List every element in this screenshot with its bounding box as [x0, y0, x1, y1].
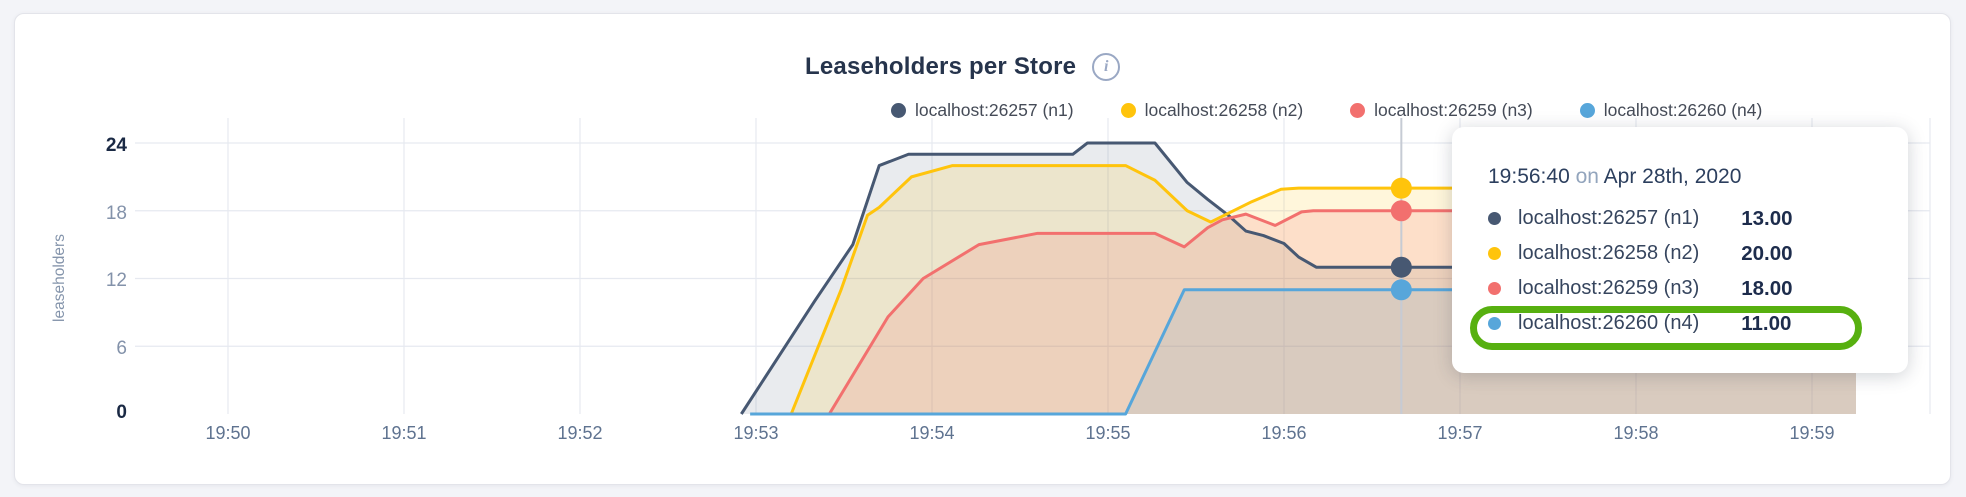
legend-dot-icon [1350, 103, 1366, 118]
tooltip-row-label: localhost:26258 (n2) [1518, 242, 1700, 264]
x-axis-tick-19-59: 19:59 [1789, 423, 1835, 443]
y-axis-tick-0: 0 [116, 402, 127, 423]
tooltip-row-value: 11.00 [1741, 311, 1792, 335]
y-axis-tick-18: 18 [105, 202, 127, 224]
x-axis-tick-19-52: 19:52 [557, 423, 603, 443]
tooltip-row-dot-icon [1488, 317, 1501, 330]
tooltip-conjunction: on [1575, 165, 1599, 188]
info-icon[interactable]: i [1092, 53, 1121, 81]
x-axis-tick-19-51: 19:51 [381, 423, 427, 443]
hover-point-n1 [1390, 256, 1412, 278]
tooltip-row-n4: localhost:26260 (n4) 11.00 [1488, 306, 1876, 341]
x-axis-tick-19-56: 19:56 [1261, 423, 1307, 443]
tooltip-row-label: localhost:26259 (n3) [1518, 277, 1700, 299]
legend-item-label: localhost:26260 (n4) [1603, 100, 1763, 120]
x-axis-tick-19-57: 19:57 [1437, 423, 1483, 443]
tooltip-row-value: 20.00 [1741, 241, 1793, 265]
y-axis-tick-6: 6 [116, 338, 127, 360]
x-axis-tick-19-58: 19:58 [1613, 423, 1659, 443]
series-line-n3 [828, 209, 1856, 415]
hover-point-n4 [1390, 279, 1412, 301]
series-line-n1 [740, 141, 1856, 415]
tooltip-date: Apr 28th, 2020 [1603, 165, 1742, 188]
legend-item-label: localhost:26257 (n1) [915, 100, 1074, 120]
legend-dot-icon [1579, 103, 1595, 118]
hover-tooltip: 19:56:40 on Apr 28th, 2020 localhost:262… [1452, 127, 1908, 373]
tooltip-row-n2: localhost:26258 (n2) 20.00 [1488, 236, 1876, 271]
tooltip-row-label: localhost:26257 (n1) [1518, 207, 1700, 229]
tooltip-row-value: 13.00 [1741, 206, 1793, 230]
x-axis-tick-19-55: 19:55 [1085, 423, 1131, 443]
y-axis-tick-12: 12 [105, 270, 127, 292]
legend-item-n3[interactable]: localhost:26259 (n3) [1350, 100, 1533, 121]
page-title: Leaseholders per Store [805, 53, 1077, 80]
legend-item-n4[interactable]: localhost:26260 (n4) [1579, 100, 1763, 121]
tooltip-row-dot-icon [1488, 212, 1501, 225]
y-axis-tick-24: 24 [105, 134, 127, 156]
tooltip-row-n3: localhost:26259 (n3) 18.00 [1488, 271, 1876, 306]
hover-point-n3 [1390, 200, 1412, 222]
hover-point-n2 [1390, 177, 1412, 199]
tooltip-row-label: localhost:26260 (n4) [1518, 312, 1700, 334]
tooltip-time: 19:56:40 [1488, 165, 1570, 188]
x-axis-tick-19-54: 19:54 [909, 423, 955, 443]
tooltip-row-value: 18.00 [1741, 276, 1793, 300]
tooltip-row-dot-icon [1488, 247, 1501, 260]
tooltip-rows: localhost:26257 (n1) 13.00 localhost:26258… [1488, 201, 1876, 341]
legend-item-label: localhost:26258 (n2) [1144, 100, 1304, 120]
legend-dot-icon [891, 103, 906, 118]
x-axis-tick-19-53: 19:53 [733, 423, 779, 443]
chart-header: Leaseholders per Store i [805, 53, 1121, 81]
legend-item-n2[interactable]: localhost:26258 (n2) [1120, 100, 1304, 121]
legend-dot-icon [1120, 103, 1136, 118]
tooltip-timestamp: 19:56:40 on Apr 28th, 2020 [1488, 165, 1876, 189]
legend-item-n1[interactable]: localhost:26257 (n1) [891, 100, 1074, 121]
series-line-n2 [789, 164, 1856, 415]
legend-item-label: localhost:26259 (n3) [1374, 100, 1533, 120]
tooltip-row-dot-icon [1488, 282, 1501, 295]
tooltip-row-n1: localhost:26257 (n1) 13.00 [1488, 201, 1876, 236]
chart-legend: localhost:26257 (n1) localhost:26258 (n2)… [891, 100, 1762, 121]
x-axis-tick-19-50: 19:50 [205, 423, 251, 443]
